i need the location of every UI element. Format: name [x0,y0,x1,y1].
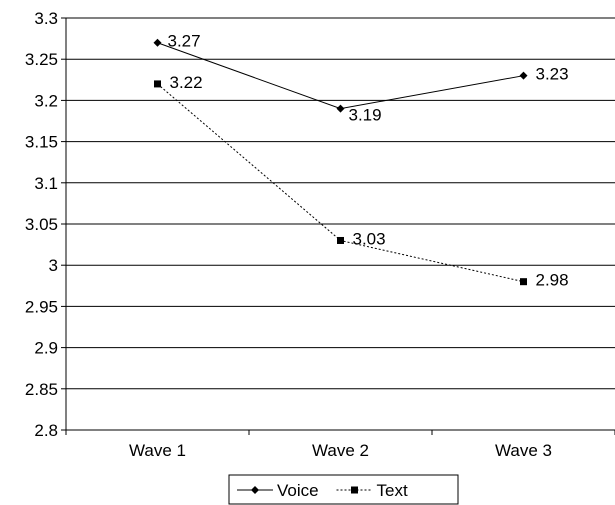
gridlines [66,17,615,431]
y-tick-label: 3.15 [25,133,58,152]
legend-label-text: Text [377,481,408,500]
y-tick-label: 3.2 [34,91,58,110]
data-label-text: 3.22 [170,73,203,92]
data-labels: 3.27 3.19 3.23 3.22 3.03 2.98 [168,32,569,290]
y-tick-label: 3.3 [34,9,58,28]
legend-marker-voice [251,486,259,494]
data-point-voice [519,71,528,80]
axes: 3.3 3.25 3.2 3.15 3.1 3.05 3 2.95 2.9 2.85 2.8 Wave… [25,9,615,460]
series-line-voice [157,42,524,110]
legend-label-voice: Voice [277,481,319,500]
data-point-voice [336,104,345,113]
legend-marker-text [351,486,358,494]
y-tick-label: 3.25 [25,50,58,69]
y-tick-label: 3 [49,256,58,275]
x-tick-label: Wave 1 [129,441,186,460]
x-tick-label: Wave 3 [495,441,552,460]
y-tick-label: 3.1 [34,174,58,193]
y-tick-label: 3.05 [25,215,58,234]
data-point-text [337,236,344,244]
y-tick-label: 2.8 [34,421,58,440]
data-point-text [520,278,527,286]
data-label-voice: 3.27 [168,32,201,51]
data-label-text: 2.98 [536,271,569,290]
y-tick-label: 2.85 [25,380,58,399]
data-label-text: 3.03 [353,229,386,248]
data-point-voice [153,38,162,47]
y-tick-label: 2.9 [34,339,58,358]
x-tick-label: Wave 2 [312,441,369,460]
y-tick-label: 2.95 [25,297,58,316]
data-label-voice: 3.19 [349,106,382,125]
series-lines [153,38,528,286]
data-label-voice: 3.23 [536,65,569,84]
legend: Voice Text [228,474,459,505]
data-point-text [154,80,161,88]
